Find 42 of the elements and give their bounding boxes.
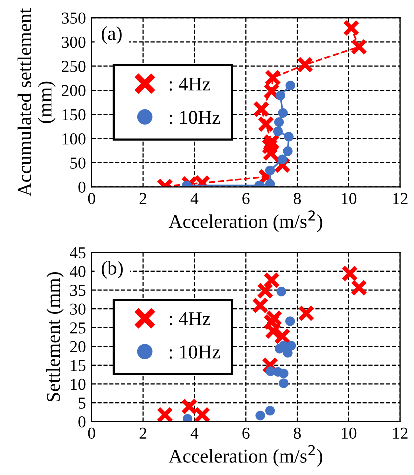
legend-label: : 4Hz <box>170 78 211 91</box>
x-axis-title: Acceleration (m/s$^{2}$) <box>168 210 322 232</box>
y-tick-label: 25 <box>70 322 86 334</box>
x-tick-label: 10 <box>342 428 357 440</box>
annotation: (a) <box>102 26 122 44</box>
y-tick-label: 45 <box>70 248 86 259</box>
x-tick-label: 0 <box>88 428 96 440</box>
x-tick-label: 10 <box>342 193 357 204</box>
x-tick-label: 6 <box>242 428 250 440</box>
y-tick-label: 100 <box>62 134 86 145</box>
y-tick-label: 350 <box>62 12 86 24</box>
y-axis-title: Accumulated settlement (mm) <box>18 8 56 197</box>
x-tick-label: 6 <box>242 193 250 204</box>
y-tick-label: 30 <box>70 304 86 316</box>
x-tick-label: 2 <box>140 428 147 439</box>
y-tick-label: 200 <box>62 85 86 96</box>
x-tick-label: 2 <box>140 193 147 204</box>
legend-label: : 10Hz <box>170 111 220 124</box>
y-tick-label: 300 <box>62 36 86 48</box>
legend-label: : 10Hz <box>170 346 220 359</box>
y-tick-label: 5 <box>78 398 86 409</box>
x-tick-label: 12 <box>393 428 408 439</box>
annotation: (b) <box>102 261 123 279</box>
y-tick-label: 50 <box>70 158 86 169</box>
x-tick-label: 8 <box>294 428 302 440</box>
y-tick-label: 150 <box>62 109 86 121</box>
x-tick-label: 8 <box>294 193 302 204</box>
y-tick-label: 10 <box>71 378 86 390</box>
y-axis-title: Settlement (mm) <box>46 272 64 402</box>
y-tick-label: 35 <box>70 285 86 296</box>
y-tick-label: 20 <box>70 341 86 353</box>
x-tick-label: 4 <box>190 428 199 439</box>
y-tick-label: 0 <box>78 182 86 194</box>
y-tick-label: 250 <box>62 61 86 72</box>
y-tick-label: 0 <box>78 416 86 428</box>
x-tick-label: 12 <box>393 193 408 204</box>
x-tick-label: 0 <box>88 193 96 204</box>
text: : 4Hz <box>170 312 211 326</box>
x-tick-label: 4 <box>190 193 199 204</box>
x-axis-title: Acceleration (m/s$^{2}$) <box>168 445 322 467</box>
y-tick-label: 40 <box>70 266 86 278</box>
y-tick-label: 15 <box>71 360 86 372</box>
